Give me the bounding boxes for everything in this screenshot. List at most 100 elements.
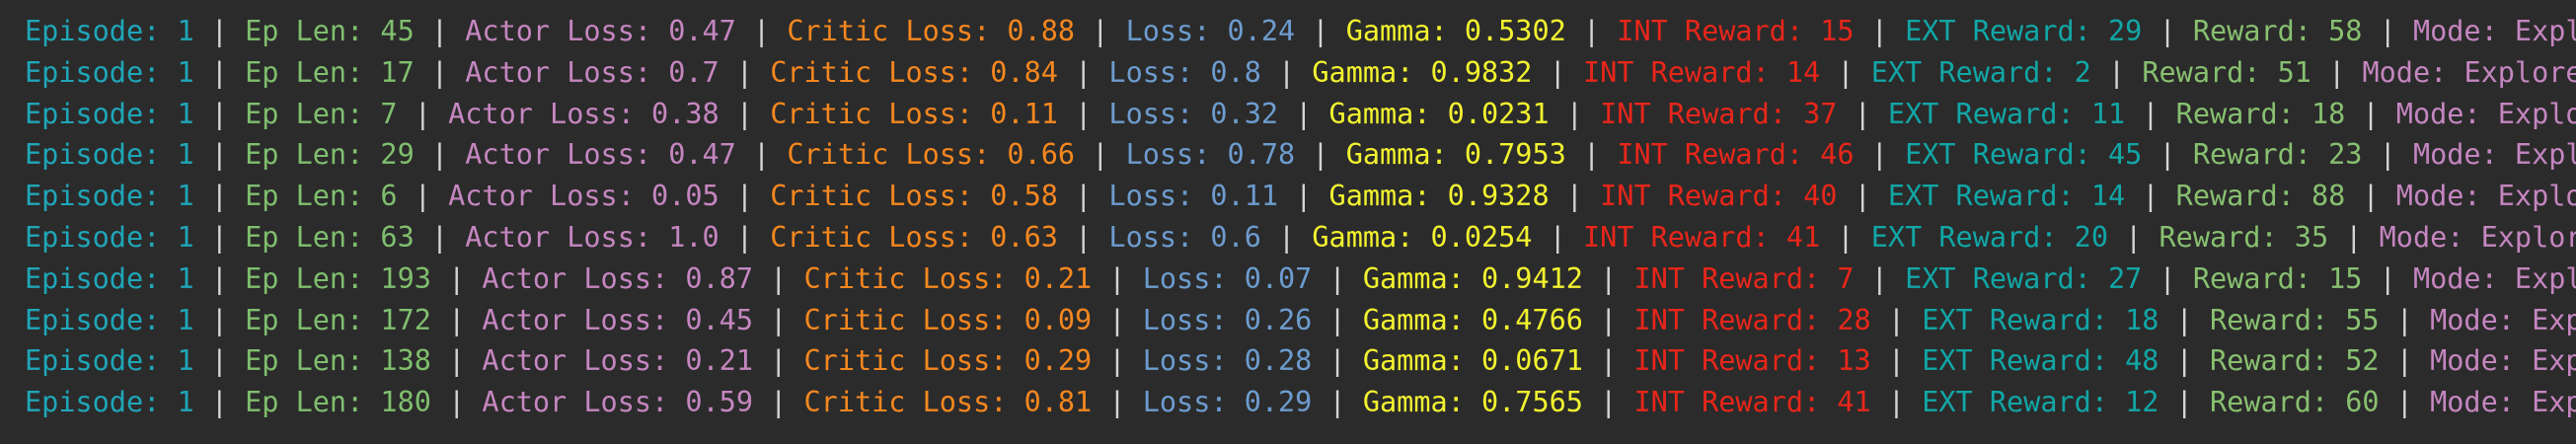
gamma-label: Gamma: [1362, 303, 1465, 336]
ep-len-value: 138 [380, 344, 431, 378]
ext-reward-label: EXT Reward: [1922, 386, 2108, 419]
loss-label: Loss: [1142, 261, 1228, 295]
actor-loss-field: Actor Loss: 0.47 [465, 138, 736, 171]
actor-loss-label: Actor Loss: [448, 180, 635, 213]
separator: | [1870, 15, 1888, 47]
separator: | [448, 303, 466, 336]
separator: | [1075, 55, 1093, 89]
actor-loss-label: Actor Loss: [465, 220, 652, 254]
reward-field: Reward: 15 [2193, 262, 2363, 295]
mode-label: Mode: [2395, 97, 2481, 130]
mode-label: Mode: [2362, 55, 2448, 89]
actor-loss-field: Actor Loss: 0.45 [482, 304, 753, 336]
int-reward-value: 40 [1803, 180, 1838, 213]
separator: | [1075, 220, 1093, 254]
loss-value: 0.07 [1244, 261, 1313, 295]
separator: | [1328, 386, 1346, 419]
reward-field: Reward: 35 [2159, 221, 2329, 254]
separator: | [2175, 344, 2193, 378]
loss-value: 0.8 [1210, 55, 1261, 89]
separator: | [2379, 138, 2396, 172]
ep-len-label: Ep Len: [245, 220, 364, 254]
loss-label: Loss: [1142, 303, 1228, 336]
separator: | [735, 55, 754, 89]
separator: | [448, 261, 466, 295]
episode-label: Episode: [25, 386, 161, 419]
ext-reward-field: EXT Reward: 29 [1905, 15, 2142, 47]
int-reward-value: 41 [1837, 386, 1871, 419]
reward-field: Reward: 60 [2210, 386, 2380, 418]
separator: | [430, 15, 449, 47]
ep-len-value: 45 [380, 15, 415, 47]
episode-label: Episode: [25, 344, 161, 378]
separator: | [2379, 261, 2396, 295]
separator: | [2159, 261, 2176, 295]
critic-loss-label: Critic Loss: [770, 55, 974, 89]
ep-len-field: Ep Len: 6 [245, 180, 397, 212]
log-line: Episode: 1 | Ep Len: 45 | Actor Loss: 0.… [25, 11, 2576, 52]
int-reward-field: INT Reward: 15 [1617, 15, 1854, 47]
separator: | [2395, 303, 2413, 336]
gamma-label: Gamma: [1312, 55, 1414, 89]
separator: | [210, 15, 228, 47]
ep-len-field: Ep Len: 193 [245, 262, 431, 295]
ep-len-field: Ep Len: 138 [245, 344, 431, 377]
loss-field: Loss: 0.26 [1143, 304, 1313, 336]
mode-label: Mode: [2412, 138, 2498, 172]
critic-loss-value: 0.29 [1023, 344, 1093, 378]
actor-loss-field: Actor Loss: 0.05 [448, 180, 720, 212]
actor-loss-field: Actor Loss: 0.87 [482, 262, 753, 295]
mode-label: Mode: [2412, 261, 2498, 295]
episode-label: Episode: [25, 303, 161, 336]
separator: | [1278, 55, 1296, 89]
episode-value: 1 [177, 180, 194, 213]
critic-loss-label: Critic Loss: [770, 97, 974, 130]
gamma-field: Gamma: 0.7953 [1346, 138, 1566, 171]
separator: | [430, 220, 449, 254]
reward-label: Reward: [2175, 97, 2295, 130]
separator: | [1328, 344, 1346, 378]
actor-loss-label: Actor Loss: [482, 344, 669, 378]
ext-reward-field: EXT Reward: 12 [1922, 386, 2159, 418]
reward-label: Reward: [2142, 55, 2261, 89]
ext-reward-field: EXT Reward: 2 [1871, 56, 2091, 89]
separator: | [210, 220, 228, 254]
separator: | [1600, 344, 1618, 378]
episode-label: Episode: [25, 55, 161, 89]
mode-label: Mode: [2430, 386, 2515, 419]
loss-label: Loss: [1125, 15, 1211, 47]
separator: | [1075, 180, 1093, 213]
int-reward-label: INT Reward: [1582, 55, 1770, 89]
gamma-value: 0.0254 [1430, 220, 1533, 254]
actor-loss-field: Actor Loss: 0.47 [465, 15, 736, 47]
reward-label: Reward: [2209, 386, 2329, 419]
mode-label: Mode: [2430, 344, 2515, 378]
critic-loss-label: Critic Loss: [770, 220, 974, 254]
actor-loss-field: Actor Loss: 0.21 [482, 344, 753, 377]
separator: | [1600, 386, 1618, 419]
critic-loss-value: 0.63 [990, 220, 1058, 254]
episode-value: 1 [177, 303, 194, 336]
ep-len-value: 180 [380, 386, 431, 419]
ext-reward-value: 48 [2125, 344, 2159, 378]
mode-field: Mode: Explore [2413, 262, 2576, 295]
gamma-label: Gamma: [1328, 180, 1431, 213]
actor-loss-field: Actor Loss: 1.0 [465, 221, 719, 254]
critic-loss-field: Critic Loss: 0.29 [804, 344, 1093, 377]
separator: | [2328, 55, 2346, 89]
gamma-field: Gamma: 0.9328 [1329, 180, 1550, 212]
int-reward-label: INT Reward: [1600, 97, 1786, 130]
actor-loss-value: 0.59 [685, 386, 753, 419]
separator: | [1854, 97, 1871, 130]
actor-loss-label: Actor Loss: [465, 138, 652, 172]
separator: | [1870, 138, 1888, 172]
critic-loss-field: Critic Loss: 0.81 [804, 386, 1093, 418]
log-line: Episode: 1 | Ep Len: 17 | Actor Loss: 0.… [25, 52, 2576, 94]
gamma-label: Gamma: [1345, 15, 1448, 47]
int-reward-field: INT Reward: 41 [1633, 386, 1870, 418]
separator: | [448, 344, 466, 378]
separator: | [2175, 386, 2193, 419]
loss-field: Loss: 0.8 [1108, 56, 1260, 89]
episode-value: 1 [177, 15, 194, 47]
mode-value: Explore [2514, 261, 2576, 295]
